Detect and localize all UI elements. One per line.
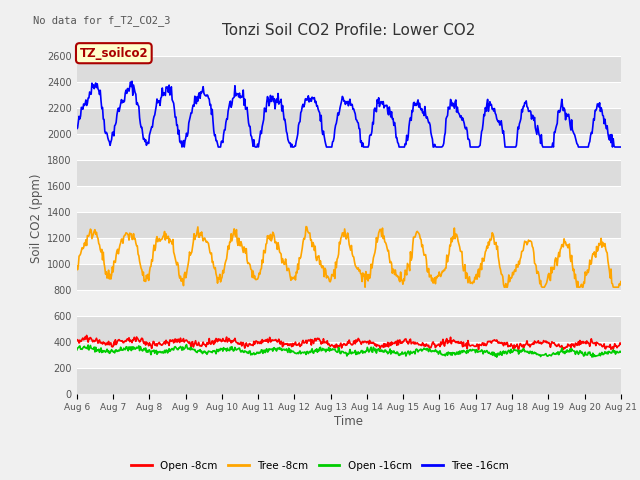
Bar <box>77 56 621 82</box>
Title: Tonzi Soil CO2 Profile: Lower CO2: Tonzi Soil CO2 Profile: Lower CO2 <box>222 23 476 38</box>
Y-axis label: Soil CO2 (ppm): Soil CO2 (ppm) <box>30 174 43 263</box>
Bar <box>77 134 621 160</box>
Bar <box>77 342 621 368</box>
Bar <box>77 238 621 264</box>
Bar <box>77 316 621 342</box>
Bar <box>77 108 621 134</box>
X-axis label: Time: Time <box>334 415 364 428</box>
Bar <box>77 264 621 290</box>
Bar <box>77 160 621 186</box>
Bar <box>77 290 621 316</box>
Text: TZ_soilco2: TZ_soilco2 <box>79 47 148 60</box>
Bar <box>77 368 621 394</box>
Bar <box>77 186 621 212</box>
Bar <box>77 212 621 238</box>
Bar <box>77 82 621 108</box>
Text: No data for f_T2_CO2_3: No data for f_T2_CO2_3 <box>33 15 171 26</box>
Legend: Open -8cm, Tree -8cm, Open -16cm, Tree -16cm: Open -8cm, Tree -8cm, Open -16cm, Tree -… <box>127 456 513 475</box>
